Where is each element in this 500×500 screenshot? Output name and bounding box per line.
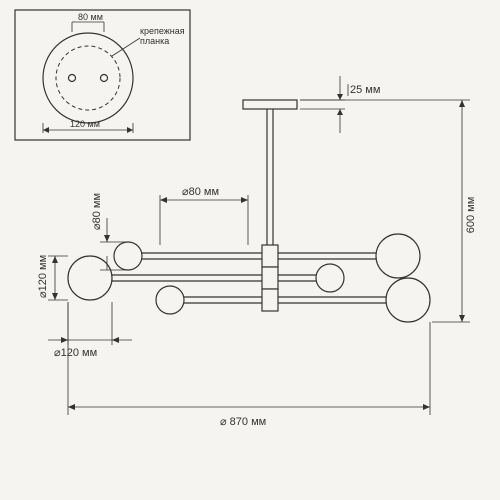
sphere-tr [376, 234, 420, 278]
sphere-ml [68, 256, 112, 300]
sphere-tl [114, 242, 142, 270]
inset-inner-label: 80 мм [78, 12, 103, 22]
total-width-label: ⌀ 870 мм [220, 416, 266, 428]
inset-side-label-a: крепежная [140, 26, 185, 36]
arm-spacing-label: ⌀80 мм [182, 186, 219, 198]
total-height-label: 600 мм [465, 197, 477, 234]
sphere-big-d-label: ⌀120 мм [37, 255, 49, 298]
hub-1 [262, 245, 278, 267]
hub-3 [262, 289, 278, 311]
sphere-big-w-label: ⌀120 мм [54, 347, 97, 359]
sphere-bl [156, 286, 184, 314]
technical-drawing: 80 мм крепежная планка 120 мм [0, 0, 500, 500]
inset-bottom-dim: 120 мм [70, 119, 100, 129]
hub-2 [262, 267, 278, 289]
cap-height-label: 25 мм [350, 84, 380, 96]
sphere-br [386, 278, 430, 322]
ceiling-cap [243, 100, 297, 109]
inset-side-label-b: планка [140, 36, 169, 46]
sphere-mr [316, 264, 344, 292]
sphere-small-d-label: ⌀80 мм [91, 193, 103, 230]
